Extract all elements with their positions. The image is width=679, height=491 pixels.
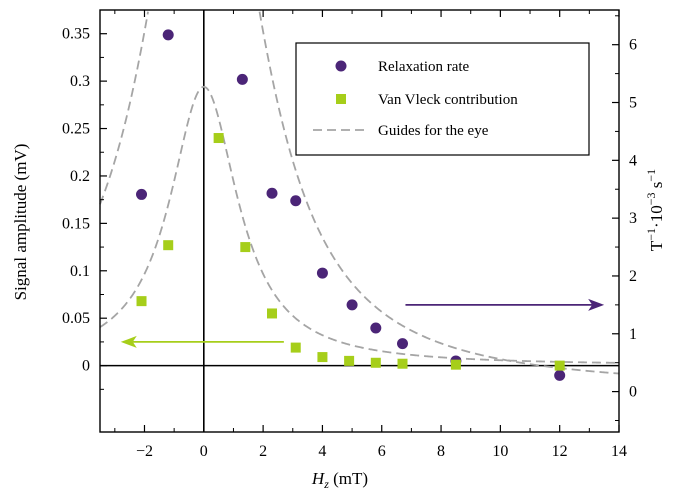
x-tick-label: −2 xyxy=(136,443,153,460)
y-right-label-sup2: −3 xyxy=(644,193,658,206)
guide-curve-vanvleck xyxy=(99,85,620,364)
relaxation-rate-point xyxy=(397,338,409,350)
y-right-label-tail: s xyxy=(647,182,666,193)
y-right-tick-label: 1 xyxy=(629,326,637,343)
y-axis-left-label: Signal amplitude (mV) xyxy=(11,144,30,301)
relaxation-rate-point xyxy=(316,267,328,279)
x-axis-label: Hz (mT) xyxy=(311,469,368,491)
legend-marker-vanvleck xyxy=(336,94,346,104)
van-vleck-point xyxy=(317,352,328,363)
relaxation-rate-point xyxy=(162,29,174,41)
data-points xyxy=(136,29,566,381)
van-vleck-point xyxy=(290,342,301,353)
x-tick-label: 14 xyxy=(611,443,627,460)
y-left-tick-label: 0 xyxy=(82,358,90,375)
y-axis-right-label: T−1·10−3 s−1 xyxy=(644,169,666,251)
arrow-right-head xyxy=(588,298,605,311)
y-right-tick-label: 2 xyxy=(629,268,637,285)
legend-label-vanvleck: Van Vleck contribution xyxy=(378,92,518,108)
relaxation-rate-point xyxy=(346,299,358,311)
tick-labels: −2 0 2 4 6 8 10 12 1400.050.10.150.20.250.30.350… xyxy=(62,26,637,460)
x-tick-label: 6 xyxy=(378,443,386,460)
axis-arrows xyxy=(120,298,605,348)
legend: Relaxation rate Van Vleck contribution G… xyxy=(295,42,590,156)
y-right-tick-label: 0 xyxy=(629,384,637,401)
relaxation-rate-point xyxy=(266,187,278,199)
x-label-main: H xyxy=(311,469,326,488)
x-tick-label: 10 xyxy=(492,443,508,460)
y-right-label-base: T xyxy=(647,240,666,251)
y-right-tick-label: 4 xyxy=(629,152,637,169)
van-vleck-point xyxy=(136,296,147,307)
arrow-left-head xyxy=(120,335,137,348)
relaxation-rate-point xyxy=(554,369,566,381)
y-left-tick-label: 0.3 xyxy=(70,73,90,90)
relaxation-rate-point xyxy=(370,322,382,334)
y-right-label-sup1: −1 xyxy=(644,228,658,241)
legend-marker-relaxation xyxy=(335,60,347,72)
y-left-tick-label: 0.2 xyxy=(70,168,90,185)
y-right-tick-label: 6 xyxy=(629,37,637,54)
zero-lines xyxy=(100,10,619,432)
x-tick-label: 8 xyxy=(437,443,445,460)
van-vleck-point xyxy=(267,308,278,319)
relaxation-rate-point xyxy=(136,188,148,200)
y-right-tick-label: 5 xyxy=(629,95,637,112)
y-right-tick-label: 3 xyxy=(629,210,637,227)
van-vleck-point xyxy=(213,133,224,144)
van-vleck-point xyxy=(450,359,461,370)
legend-label-guides: Guides for the eye xyxy=(378,123,489,139)
van-vleck-point xyxy=(240,242,251,253)
axis-ticks xyxy=(100,10,620,432)
van-vleck-point xyxy=(554,360,565,371)
van-vleck-point xyxy=(370,357,381,368)
plot-frame xyxy=(99,9,620,433)
y-right-label-sup3: −1 xyxy=(644,169,658,182)
y-left-tick-label: 0.35 xyxy=(62,26,90,43)
x-tick-label: 0 xyxy=(200,443,208,460)
y-left-tick-label: 0.15 xyxy=(62,215,90,232)
y-left-tick-label: 0.05 xyxy=(62,310,90,327)
y-left-tick-label: 0.1 xyxy=(70,263,90,280)
y-left-tick-label: 0.25 xyxy=(62,121,90,138)
x-tick-label: 4 xyxy=(318,443,326,460)
x-label-sub: z xyxy=(323,477,329,491)
relaxation-rate-point xyxy=(236,73,248,85)
legend-label-relaxation: Relaxation rate xyxy=(378,59,470,75)
x-tick-label: 2 xyxy=(259,443,267,460)
relaxation-rate-point xyxy=(290,195,302,207)
van-vleck-point xyxy=(163,240,174,251)
y-right-label-mid: ·10 xyxy=(647,205,666,228)
x-label-unit: (mT) xyxy=(329,469,368,488)
x-tick-label: 12 xyxy=(552,443,568,460)
van-vleck-point xyxy=(397,358,408,369)
van-vleck-point xyxy=(344,355,355,366)
